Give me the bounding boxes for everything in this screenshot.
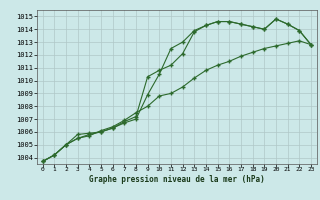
X-axis label: Graphe pression niveau de la mer (hPa): Graphe pression niveau de la mer (hPa) [89, 175, 265, 184]
